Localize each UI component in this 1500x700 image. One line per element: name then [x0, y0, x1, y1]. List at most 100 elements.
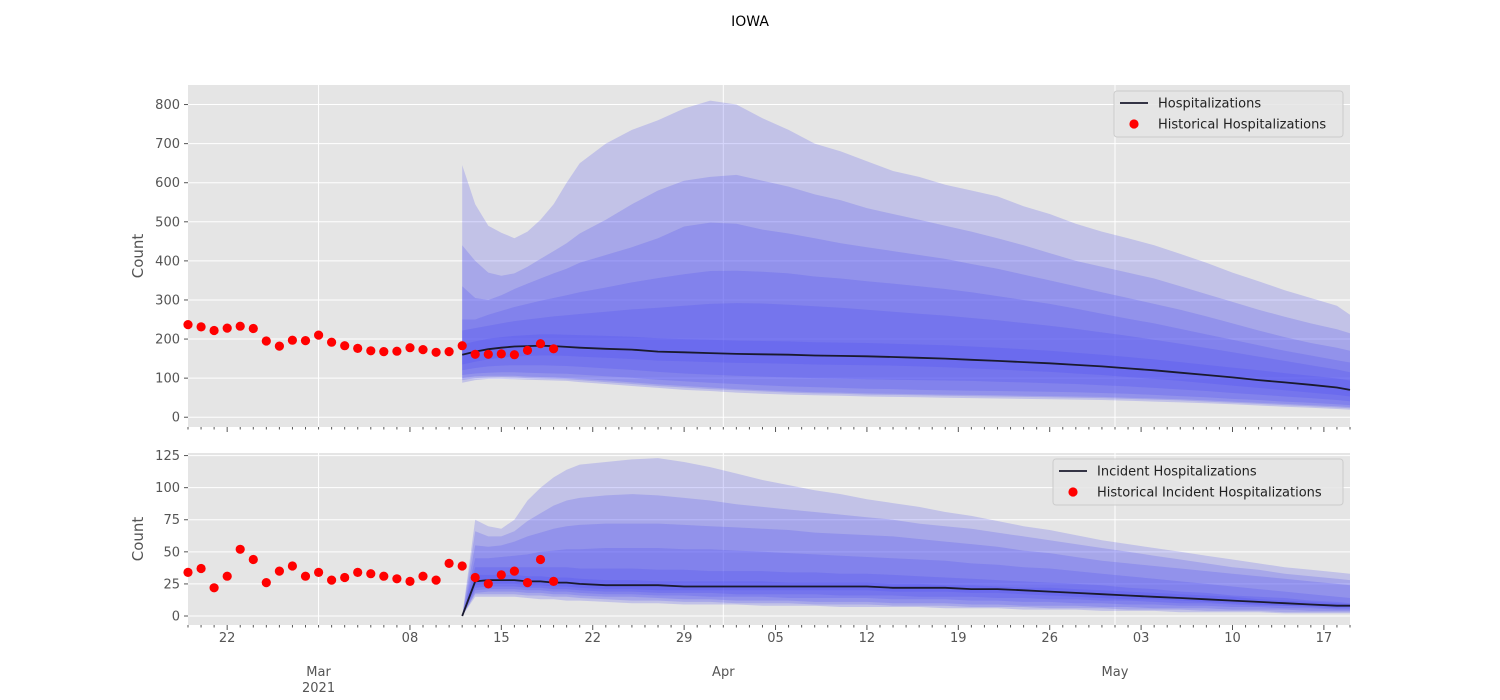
historical-point: [392, 574, 402, 584]
historical-point: [248, 323, 258, 334]
incident-hospitalizations-panel: 0 25 50 75 100 125 Count Incident Hospitalizati…: [129, 449, 1351, 630]
historical-point: [549, 344, 559, 354]
legend-points-label: Historical Hospitalizations: [1158, 118, 1326, 133]
y-tick-label: 200: [155, 333, 180, 348]
forecast-band-5-95%: [462, 494, 1350, 616]
y-tick-label: 0: [172, 610, 180, 625]
historical-point: [405, 576, 415, 587]
historical-point: [209, 325, 219, 336]
historical-point: [235, 321, 245, 331]
forecast-band-30-70%: [462, 303, 1350, 402]
historical-point: [366, 346, 376, 356]
y-tick-label: 800: [155, 98, 180, 113]
figure-title: IOWA: [731, 14, 769, 30]
forecast-median-line: [461, 579, 1350, 617]
forecast-band-10-90%: [462, 523, 1350, 616]
historical-point: [274, 341, 284, 351]
historical-point: [300, 571, 311, 581]
x-tick-label: 22: [584, 631, 601, 646]
forecast-median-line: [461, 344, 1351, 391]
historical-point: [509, 566, 519, 576]
y-tick-label: 100: [155, 481, 180, 496]
y-tick-label: 50: [163, 545, 180, 560]
x-month-label: Apr: [712, 665, 735, 680]
x-tick-label: 08: [402, 631, 419, 646]
historical-point: [522, 345, 533, 355]
legend-point-swatch: [1129, 119, 1139, 129]
historical-point: [222, 571, 232, 581]
historical-point: [405, 343, 415, 353]
legend-box: [1113, 90, 1344, 138]
historical-point: [431, 575, 441, 585]
historical-point: [444, 558, 454, 569]
y-tick-label: 400: [155, 254, 180, 269]
historical-point: [274, 566, 284, 576]
historical-point: [248, 554, 258, 565]
x-tick-label: 22: [219, 631, 236, 646]
historical-point: [222, 323, 232, 333]
historical-point: [314, 330, 324, 340]
y-tick-label: 125: [155, 449, 180, 464]
x-year-label: 2021: [302, 681, 335, 696]
historical-point: [496, 349, 506, 359]
historical-point: [470, 349, 480, 359]
y-tick-label: 25: [163, 577, 180, 592]
x-tick-label: 29: [676, 631, 693, 646]
x-tick-label: 05: [767, 631, 784, 646]
historical-point: [496, 570, 506, 580]
historical-point: [535, 554, 546, 565]
historical-point: [353, 343, 363, 353]
x-tick-label: 03: [1133, 631, 1150, 646]
historical-point: [235, 544, 245, 554]
historical-point: [509, 350, 519, 360]
legend-points-label: Historical Incident Hospitalizations: [1097, 486, 1322, 501]
legend-line-label: Incident Hospitalizations: [1097, 465, 1257, 480]
historical-point: [535, 339, 546, 349]
historical-point: [183, 320, 193, 330]
historical-point: [327, 337, 337, 347]
historical-point: [261, 578, 271, 588]
historical-point: [457, 561, 467, 571]
y-tick-label: 0: [172, 411, 180, 426]
x-month-label: May: [1102, 665, 1129, 680]
historical-point: [327, 575, 337, 585]
historical-point: [261, 336, 271, 346]
historical-point: [431, 347, 441, 357]
forecast-band-20-80%: [462, 548, 1350, 616]
x-tick-label: 10: [1224, 631, 1241, 646]
historical-point: [340, 572, 350, 583]
legend-point-swatch: [1068, 487, 1078, 497]
legend-line-label: Hospitalizations: [1158, 97, 1261, 112]
forecast-band-40-60%: [462, 574, 1350, 616]
forecast-band-10-90%: [462, 222, 1350, 408]
historical-point: [340, 341, 350, 351]
y-tick-label: 700: [155, 137, 180, 152]
x-tick-label: 26: [1041, 631, 1058, 646]
hospitalizations-panel: 0 100 200 300 400 500 600 700 800 Count Hospitaliz…: [129, 85, 1351, 432]
historical-point: [549, 576, 559, 587]
legend-box: [1052, 458, 1344, 506]
historical-point: [457, 341, 467, 351]
x-tick-label: 17: [1316, 631, 1333, 646]
historical-point: [287, 335, 297, 345]
historical-point: [314, 567, 324, 578]
y-tick-label: 500: [155, 215, 180, 230]
y-tick-label: 100: [155, 372, 180, 387]
forecast-band-5-95%: [462, 174, 1350, 409]
historical-point: [379, 347, 389, 357]
forecast-band-1-99%: [462, 458, 1350, 616]
historical-point: [353, 567, 363, 578]
y-tick-label: 300: [155, 293, 180, 308]
historical-point: [444, 347, 454, 357]
historical-point: [196, 322, 206, 332]
x-tick-label: 15: [493, 631, 510, 646]
x-tick-label: 12: [859, 631, 876, 646]
historical-point: [418, 571, 428, 581]
historical-point: [470, 572, 480, 583]
historical-point: [300, 336, 311, 346]
historical-point: [483, 579, 493, 589]
historical-point: [366, 569, 376, 579]
historical-point: [196, 563, 206, 574]
